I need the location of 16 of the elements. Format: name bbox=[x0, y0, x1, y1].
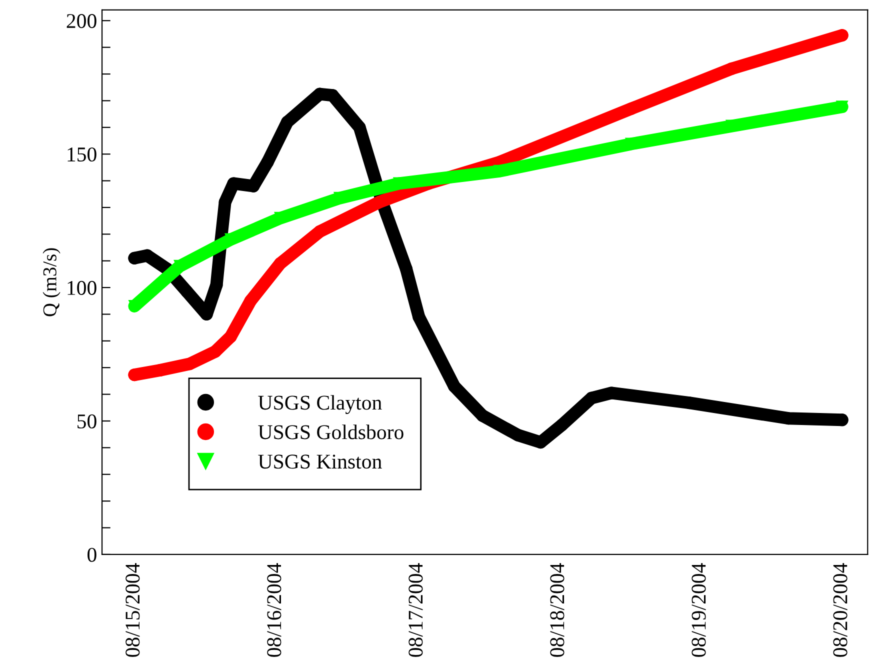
x-tick-label: 08/18/2004 bbox=[550, 563, 564, 657]
legend-label: USGS Kinston bbox=[258, 454, 382, 469]
y-tick-label: 150 bbox=[68, 147, 96, 162]
x-tick-label: 08/20/2004 bbox=[833, 563, 848, 657]
y-tick-label: 0 bbox=[88, 548, 96, 562]
y-tick-label: 200 bbox=[66, 14, 96, 28]
y-axis-title: Q (m3/s) bbox=[42, 248, 60, 316]
x-tick-label: 08/16/2004 bbox=[267, 563, 282, 657]
x-tick-label: 08/15/2004 bbox=[126, 563, 140, 657]
legend-label: USGS Clayton bbox=[258, 395, 382, 414]
point bbox=[836, 100, 848, 114]
x-tick-label: 08/19/2004 bbox=[692, 563, 706, 657]
x-tick-label: 08/17/2004 bbox=[408, 563, 423, 657]
legend-label: USGS Goldsboro bbox=[258, 424, 404, 440]
y-tick-label: 50 bbox=[78, 414, 96, 428]
y-tick-label: 100 bbox=[68, 280, 96, 295]
